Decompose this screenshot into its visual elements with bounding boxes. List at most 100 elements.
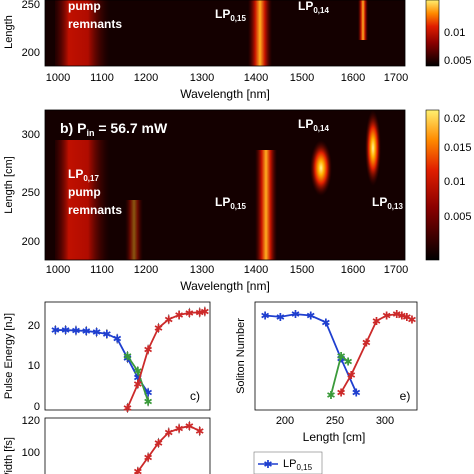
data-point-d: ✱ xyxy=(133,467,142,474)
xlabel-b: Wavelength [nm] xyxy=(180,279,270,293)
annotation-a-pump: pump xyxy=(68,0,101,13)
panel-b: b) Pin = 56.7 mW LP0,17 pump remnants LP… xyxy=(3,109,472,293)
data-point-c: ✱ xyxy=(133,366,142,378)
data-point-c: ✱ xyxy=(123,351,132,363)
xtick-e: 300 xyxy=(376,415,394,427)
panel-c-label: c) xyxy=(190,389,200,403)
data-point-d: ✱ xyxy=(144,452,153,464)
xtick-b: 1400 xyxy=(244,264,268,276)
colorbar-b-tick: 0.01 xyxy=(444,176,465,188)
xtick-b: 1300 xyxy=(190,264,214,276)
data-point-d: ✱ xyxy=(195,426,204,438)
legend: ✱ LP0,15 xyxy=(253,451,323,474)
data-point-e: ✱ xyxy=(276,312,285,324)
data-point-c: ✱ xyxy=(200,307,209,319)
ylabel-a: Length xyxy=(3,15,15,49)
panel-a: pump remnants LP0,15 LP0,14 250 200 Leng… xyxy=(3,0,472,101)
xlabel-e: Length [cm] xyxy=(303,430,366,444)
heatmap-b-lp014-spot xyxy=(310,140,332,196)
data-point-c: ✱ xyxy=(144,396,153,408)
xtick-b: 1500 xyxy=(290,264,314,276)
xtick-a: 1500 xyxy=(290,72,314,84)
data-point-d: ✱ xyxy=(154,438,163,450)
colorbar-b-tick: 0.005 xyxy=(444,211,472,223)
annotation-b-lp015: LP0,15 xyxy=(215,195,246,211)
legend-label: LP0,15 xyxy=(283,458,313,472)
data-point-e: ✱ xyxy=(352,387,361,399)
data-point-e: ✱ xyxy=(372,316,381,328)
data-point-e: ✱ xyxy=(407,315,416,327)
xticks-a: 1000 1100 1200 1300 1400 1500 1600 1700 xyxy=(46,72,408,84)
heatmap-a-lp015-streak xyxy=(248,0,272,66)
data-point-c: ✱ xyxy=(144,388,153,400)
xtick-a: 1200 xyxy=(134,72,158,84)
data-point-e: ✱ xyxy=(321,317,330,329)
heatmap-b-lp015-streak xyxy=(255,150,277,260)
colorbar-b xyxy=(425,109,440,261)
plot-e-series: ✱ ✱ ✱ ✱✱✱✱✱✱✱✱✱✱✱ ✱ ✱✱✱✱ xyxy=(261,309,417,402)
data-point-e: ✱ xyxy=(261,311,270,323)
xtick-a: 1700 xyxy=(384,72,408,84)
series-line-c-0 xyxy=(55,329,149,394)
xlabel-a: Wavelength [nm] xyxy=(180,87,270,101)
series-line-e-1 xyxy=(330,354,349,396)
xtick-b: 1100 xyxy=(90,264,114,276)
data-point-e: ✱ xyxy=(402,312,411,324)
xtick-b: 1600 xyxy=(341,264,365,276)
data-point-d: ✱ xyxy=(174,423,183,435)
data-point-e: ✱ xyxy=(336,354,345,366)
data-point-e: ✱ xyxy=(347,370,356,382)
ylabel-d: Width [fs] xyxy=(3,437,15,474)
annotation-b-pump: pump xyxy=(68,185,101,199)
plot-e-frame xyxy=(254,301,418,411)
data-point-d: ✱ xyxy=(185,421,194,433)
xtick-a: 1400 xyxy=(244,72,268,84)
data-point-e: ✱ xyxy=(382,311,391,323)
heatmap-a-pump-band xyxy=(55,0,110,66)
ylabel-e: Soliton Number xyxy=(235,318,247,394)
ytick-c-20: 20 xyxy=(28,320,40,332)
data-point-c: ✱ xyxy=(164,314,173,326)
data-point-e: ✱ xyxy=(362,338,371,350)
annotation-a-lp014: LP0,14 xyxy=(298,0,329,15)
data-point-e: ✱ xyxy=(344,356,353,368)
data-point-c: ✱ xyxy=(174,310,183,322)
plot-d-series: ✱✱✱✱✱✱✱✱ xyxy=(133,420,204,474)
data-point-c: ✱ xyxy=(71,326,80,338)
series-line-d-0 xyxy=(134,424,201,474)
xtick-b: 1700 xyxy=(384,264,408,276)
data-point-c: ✱ xyxy=(123,403,132,415)
heatmap-a-lp014-streak xyxy=(358,0,368,40)
data-point-e: ✱ xyxy=(392,309,401,321)
legend-box xyxy=(253,451,323,474)
data-point-e: ✱ xyxy=(336,351,345,363)
ytick-b-200: 200 xyxy=(22,236,40,248)
annotation-a-lp015: LP0,15 xyxy=(215,7,246,23)
data-point-c: ✱ xyxy=(133,373,142,385)
heatmap-a-frame xyxy=(44,0,406,67)
data-point-d: ✱ xyxy=(164,427,173,439)
data-point-c: ✱ xyxy=(195,307,204,319)
annotation-b-remnants: remnants xyxy=(68,203,122,217)
ytick-a-250: 250 xyxy=(22,0,40,11)
annotation-b-lp014: LP0,14 xyxy=(298,117,329,133)
data-point-e: ✱ xyxy=(326,390,335,402)
heatmap-b-lp013-spot xyxy=(365,110,381,186)
panel-c: 20 10 0 Pulse Energy [nJ] c) ✱ ✱ ✱ ✱ ✱ ✱ ✱✱✱✱✱… xyxy=(3,301,211,415)
ytick-b-300: 300 xyxy=(22,129,40,141)
plot-c-series: ✱ ✱ ✱ ✱ ✱ ✱ ✱✱✱✱✱✱✱✱✱✱✱✱ ✱ ✱ ✱✱ xyxy=(51,306,209,415)
heatmap-b-faint-band xyxy=(125,200,143,260)
annotation-a-remnants: remnants xyxy=(68,17,122,31)
xtick-a: 1100 xyxy=(90,72,114,84)
data-point-e: ✱ xyxy=(397,311,406,323)
data-point-e: ✱ xyxy=(336,387,345,399)
ylabel-c: Pulse Energy [nJ] xyxy=(3,313,15,399)
xtick-b: 1000 xyxy=(46,264,70,276)
annotation-b-lp017: LP0,17 xyxy=(68,167,99,183)
ytick-a-200: 200 xyxy=(22,47,40,59)
data-point-c: ✱ xyxy=(113,334,122,346)
panel-e-label: e) xyxy=(400,389,411,403)
data-point-c: ✱ xyxy=(133,379,142,391)
ytick-b-250: 250 xyxy=(22,187,40,199)
